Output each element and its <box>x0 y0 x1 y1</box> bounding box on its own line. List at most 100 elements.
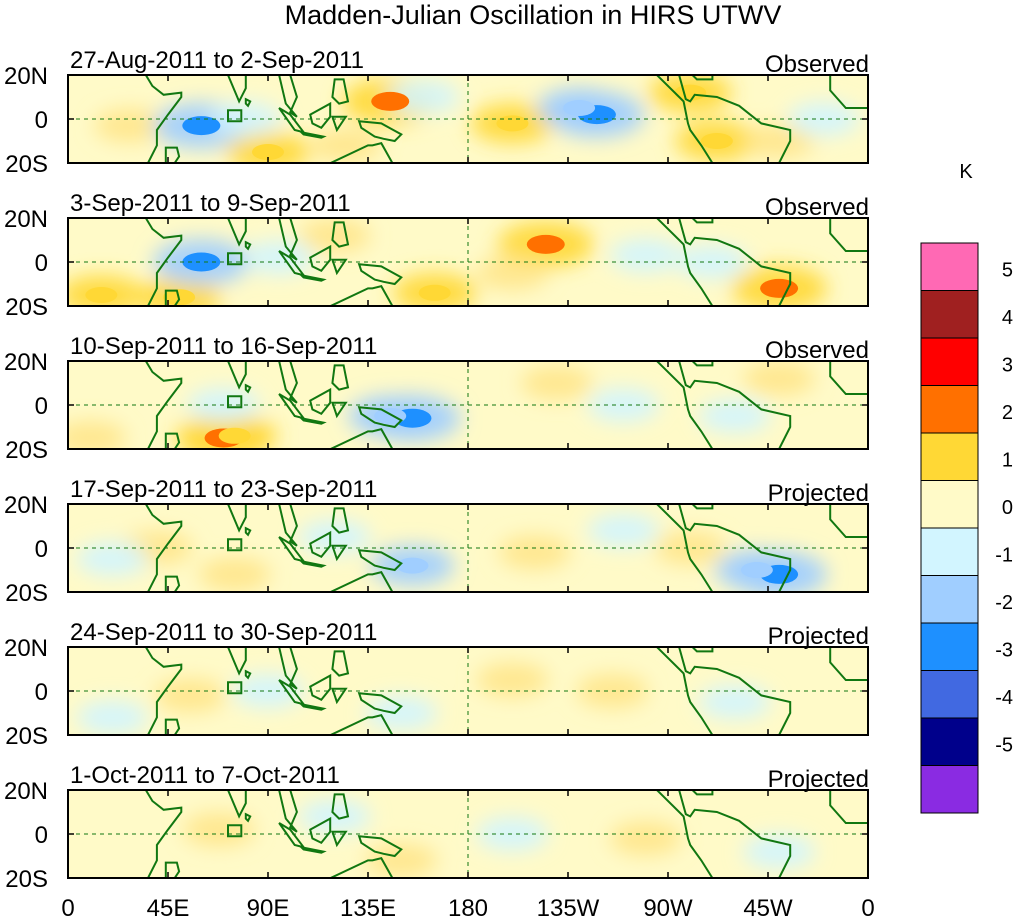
coastline <box>298 416 327 425</box>
anomaly-halo <box>609 238 682 273</box>
colorbar-label: 2 <box>1002 402 1013 424</box>
anomaly-field <box>68 361 816 449</box>
coastline <box>298 559 327 568</box>
colorbar-swatch <box>920 337 979 386</box>
panel-4: 20N 0 20S 17-Sep-2011 to 23-Sep-2011 Project… <box>4 476 869 607</box>
coastline <box>331 793 350 820</box>
coastline <box>164 718 181 735</box>
coastline <box>278 75 298 118</box>
y-tick-label: 20S <box>5 866 48 893</box>
panels-group: 20N 0 20S 27-Aug-2011 to 2-Sep-2011 Observed… <box>4 47 869 893</box>
colorbar-swatch <box>920 765 979 814</box>
coastline <box>309 101 332 130</box>
colorbar-swatch <box>920 622 979 671</box>
y-tick-label: 20N <box>4 63 48 90</box>
colorbar-label: 0 <box>1002 497 1013 519</box>
colorbar-swatch <box>920 717 979 766</box>
panel-status-label: Observed <box>765 337 869 364</box>
coastline <box>298 702 327 711</box>
coastline <box>278 647 298 690</box>
x-tick-label: 0 <box>61 895 74 922</box>
anomaly-core <box>418 284 451 301</box>
colorbar: K 5 4 3 2 1 0 -1 -2 -3 -4 -5 <box>920 161 1013 814</box>
coastlines <box>68 75 868 163</box>
anomaly-field <box>94 75 860 163</box>
x-tick-label: 45W <box>743 895 793 922</box>
anomaly-halo <box>654 531 727 565</box>
anomaly-core <box>563 100 596 116</box>
anomaly-core <box>740 562 773 578</box>
coastline <box>244 240 252 251</box>
y-tick-label: 0 <box>35 107 48 134</box>
coastline <box>298 130 327 139</box>
y-tick-label: 0 <box>35 822 48 849</box>
chart-title: Madden-Julian Oscillation in HIRS UTWV <box>285 0 782 30</box>
region-box <box>227 109 243 123</box>
colorbar-unit: K <box>959 161 973 183</box>
coastline <box>330 687 348 705</box>
colorbar-label: -1 <box>995 545 1013 567</box>
coastline <box>331 364 350 391</box>
coastline <box>330 401 348 419</box>
y-tick-label: 20S <box>5 437 48 464</box>
coastline <box>655 790 792 878</box>
colorbar-swatch <box>920 670 979 719</box>
y-tick-label: 0 <box>35 679 48 706</box>
anomaly-halo <box>309 128 382 163</box>
anomaly-halo <box>476 817 549 851</box>
coastline <box>244 383 252 394</box>
coastline <box>164 289 181 306</box>
panel-3: 20N 0 20S 10-Sep-2011 to 16-Sep-2011 Observe… <box>4 333 869 464</box>
coastline <box>219 361 247 390</box>
coastlines <box>68 218 868 306</box>
y-tick-label: 20N <box>4 349 48 376</box>
coastline <box>68 790 183 878</box>
coastline <box>357 263 403 286</box>
coastline <box>68 504 183 592</box>
anomaly-halo <box>743 834 816 869</box>
panel-period-label: 10-Sep-2011 to 16-Sep-2011 <box>70 333 377 360</box>
region-box <box>227 252 243 266</box>
coastline <box>219 790 247 819</box>
coastline <box>309 816 332 845</box>
coastline <box>219 504 247 533</box>
colorbar-swatch <box>920 527 979 576</box>
coastline <box>655 504 792 592</box>
region-box <box>227 681 243 695</box>
coastline <box>655 361 792 449</box>
coastline <box>317 285 394 306</box>
y-tick-label: 20S <box>5 580 48 607</box>
coastline <box>331 507 350 534</box>
coastline <box>244 97 252 108</box>
coastline <box>357 120 403 143</box>
colorbar-swatch <box>920 385 979 434</box>
panel-status-label: Projected <box>768 623 869 650</box>
coastline <box>690 504 714 510</box>
coastline <box>357 692 403 715</box>
panel-status-label: Projected <box>768 480 869 507</box>
coastline <box>317 571 394 592</box>
anomaly-halo <box>68 421 127 449</box>
coastline <box>164 432 181 449</box>
coastline <box>829 361 868 395</box>
anomaly-core <box>760 278 799 298</box>
coastline <box>690 75 714 81</box>
anomaly-halo <box>76 700 149 735</box>
coastline <box>278 218 298 261</box>
colorbar-label: -2 <box>995 592 1013 614</box>
colorbar-label: -3 <box>995 640 1013 662</box>
anomaly-core <box>496 115 529 132</box>
coastline <box>219 647 247 676</box>
anomaly-halo <box>587 513 660 548</box>
coastline <box>298 273 327 282</box>
coastlines <box>68 504 868 592</box>
anomaly-halo <box>520 366 593 400</box>
panel-status-label: Projected <box>768 766 869 793</box>
coastline <box>690 790 714 796</box>
coastline <box>309 673 332 702</box>
anomaly-halo <box>298 520 371 554</box>
coastline <box>690 218 714 224</box>
panel-period-label: 3-Sep-2011 to 9-Sep-2011 <box>70 190 351 217</box>
coastline <box>317 428 394 449</box>
coastline <box>330 544 348 562</box>
